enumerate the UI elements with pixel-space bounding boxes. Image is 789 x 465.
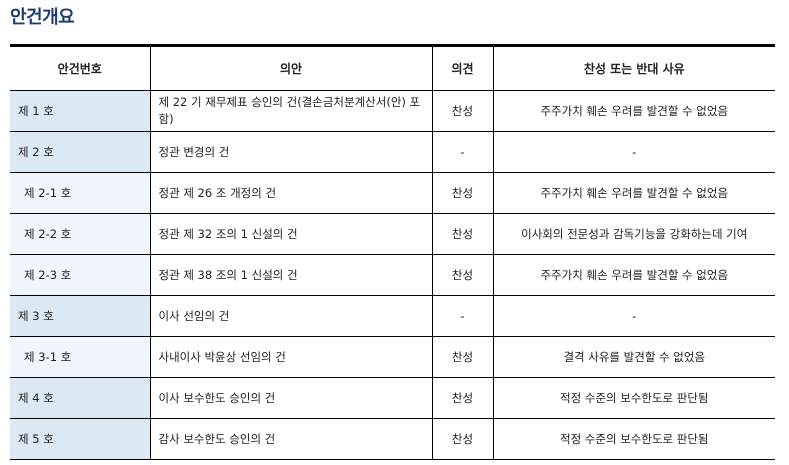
item-cell: 이사 선임의 건 <box>150 295 433 337</box>
agenda-no-cell: 제 4 호 <box>10 377 151 419</box>
section-title: 안건개요 <box>10 7 75 28</box>
reason-cell: 주주가치 훼손 우려를 발견할 수 없었음 <box>493 90 775 132</box>
header-opinion: 의견 <box>432 45 494 91</box>
table-row: 제 3 호 이사 선임의 건-- <box>10 295 775 337</box>
reason-cell: - <box>493 131 775 173</box>
opinion-cell: - <box>432 131 494 173</box>
item-cell: 정관 제 38 조의 1 신설의 건 <box>150 254 433 296</box>
opinion-cell: 찬성 <box>432 172 494 214</box>
agenda-no-cell: 제 2 호 <box>10 131 151 173</box>
item-cell: 정관 제 32 조의 1 신설의 건 <box>150 213 433 255</box>
item-cell: 이사 보수한도 승인의 건 <box>150 377 433 419</box>
opinion-cell: 찬성 <box>432 254 494 296</box>
header-agenda-no: 안건번호 <box>10 45 151 91</box>
opinion-cell: 찬성 <box>432 90 494 132</box>
table-row: 제 2-3 호 정관 제 38 조의 1 신설의 건 찬성 주주가치 훼손 우려를 발… <box>10 254 775 296</box>
table-row: 제 3-1 호 사내이사 박윤상 선임의 건 찬성 결격 사유를 발견할 수 없었음 <box>10 336 775 378</box>
item-cell: 정관 변경의 건 <box>150 131 433 173</box>
reason-cell: 주주가치 훼손 우려를 발견할 수 없었음 <box>493 172 775 214</box>
opinion-cell: - <box>432 295 494 337</box>
reason-cell: 적정 수준의 보수한도로 판단됨 <box>493 377 775 419</box>
opinion-cell: 찬성 <box>432 213 494 255</box>
opinion-cell: 찬성 <box>432 418 494 460</box>
agenda-no-cell: 제 2-1 호 <box>10 172 151 214</box>
table-row: 제 5 호 감사 보수한도 승인의 건 찬성 적정 수준의 보수한도로 판단됨 <box>10 418 775 460</box>
opinion-cell: 찬성 <box>432 336 494 378</box>
reason-cell: 이사회의 전문성과 감독기능을 강화하는데 기여 <box>493 213 775 255</box>
agenda-no-cell: 제 3-1 호 <box>10 336 151 378</box>
item-cell: 정관 제 26 조 개정의 건 <box>150 172 433 214</box>
item-cell: 감사 보수한도 승인의 건 <box>150 418 433 460</box>
table-row: 제 2-2 호 정관 제 32 조의 1 신설의 건 찬성 이사회의 전문성과 감독기… <box>10 213 775 255</box>
header-item: 의안 <box>150 45 433 91</box>
header-reason: 찬성 또는 반대 사유 <box>493 45 775 91</box>
reason-cell: - <box>493 295 775 337</box>
agenda-no-cell: 제 1 호 <box>10 90 151 132</box>
item-cell: 제 22 기 재무제표 승인의 건(결손금처분계산서(안) 포함) <box>150 90 433 132</box>
agenda-no-cell: 제 5 호 <box>10 418 151 460</box>
table-row: 제 2-1 호 정관 제 26 조 개정의 건 찬성 주주가치 훼손 우려를 발견할 … <box>10 172 775 214</box>
table-header-row: 안건번호 의안 의견 찬성 또는 반대 사유 <box>10 45 775 91</box>
reason-cell: 결격 사유를 발견할 수 없었음 <box>493 336 775 378</box>
agenda-no-cell: 제 2-2 호 <box>10 213 151 255</box>
agenda-no-cell: 제 3 호 <box>10 295 151 337</box>
opinion-cell: 찬성 <box>432 377 494 419</box>
reason-cell: 적정 수준의 보수한도로 판단됨 <box>493 418 775 460</box>
agenda-no-cell: 제 2-3 호 <box>10 254 151 296</box>
reason-cell: 주주가치 훼손 우려를 발견할 수 없었음 <box>493 254 775 296</box>
table-row: 제 4 호 이사 보수한도 승인의 건 찬성 적정 수준의 보수한도로 판단됨 <box>10 377 775 419</box>
table-row: 제 2 호 정관 변경의 건-- <box>10 131 775 173</box>
item-cell: 사내이사 박윤상 선임의 건 <box>150 336 433 378</box>
